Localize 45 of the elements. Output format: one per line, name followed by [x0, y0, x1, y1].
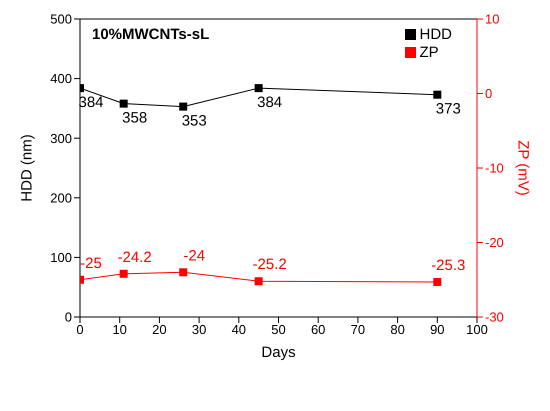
y-axis-title: HDD (nm)	[18, 134, 36, 202]
y2-tick-label: 10	[485, 12, 500, 27]
x-tick-label: 100	[466, 322, 488, 338]
x-tick-label: 50	[271, 322, 286, 338]
y-tick-label: 0	[64, 310, 72, 325]
data-label: 384	[257, 94, 282, 111]
y-tick-label: 100	[50, 250, 72, 266]
data-label: -25.3	[431, 256, 466, 274]
data-label: 373	[436, 100, 461, 118]
data-label: -25	[80, 254, 102, 272]
data-label: 358	[122, 109, 148, 126]
data-label: -24.2	[118, 248, 152, 266]
data-label: 353	[182, 112, 207, 130]
y-tick-label: 500	[50, 12, 72, 27]
point	[254, 277, 263, 286]
legend-label: ZP	[420, 44, 439, 61]
point	[433, 278, 442, 286]
x-tick-label: 40	[232, 322, 246, 338]
x-tick-label: 10	[112, 322, 127, 338]
x-axis-title: Days	[261, 344, 296, 361]
x-tick-label: 80	[390, 322, 405, 338]
y-tick-label: 400	[50, 71, 72, 86]
data-label: -25.2	[252, 256, 287, 274]
x-tick-label: 30	[192, 322, 206, 338]
x-tick-label: 20	[152, 322, 167, 338]
y2-tick-label: -20	[485, 235, 504, 250]
data-label: -24	[183, 247, 206, 264]
y2-tick-label: 0	[485, 86, 492, 102]
text: 10%MWCNTs-sL	[92, 26, 210, 43]
legend-label: HDD	[420, 26, 452, 43]
y2-axis-title: ZP (mV)	[514, 140, 532, 196]
y2-tick-label: -10	[485, 160, 504, 176]
x-tick-label: 0	[76, 322, 84, 338]
point	[120, 270, 128, 278]
point	[120, 100, 128, 108]
x-tick-label: 90	[430, 322, 445, 338]
point	[433, 90, 442, 99]
point	[254, 84, 263, 92]
point	[179, 102, 188, 111]
y2-tick-label: -30	[485, 310, 504, 325]
x-tick-label: 70	[350, 322, 366, 338]
point	[179, 268, 188, 276]
x-tick-label: 60	[310, 322, 326, 338]
y-tick-label: 200	[50, 190, 72, 206]
y-tick-label: 300	[50, 130, 72, 146]
